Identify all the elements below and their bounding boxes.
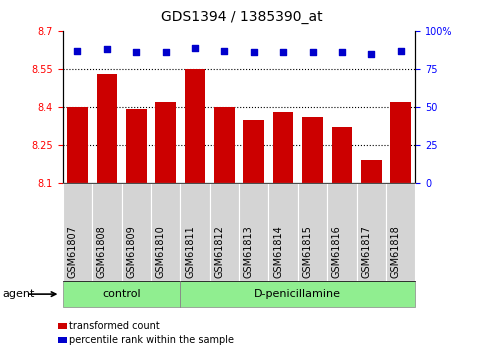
Point <box>279 50 287 55</box>
Text: agent: agent <box>2 289 35 299</box>
Text: percentile rank within the sample: percentile rank within the sample <box>69 335 234 345</box>
Point <box>221 48 228 53</box>
Point <box>162 50 170 55</box>
Point <box>309 50 316 55</box>
Text: GSM61814: GSM61814 <box>273 225 283 278</box>
Point <box>338 50 346 55</box>
Text: control: control <box>102 289 141 299</box>
Text: D-penicillamine: D-penicillamine <box>255 289 341 299</box>
Point <box>132 50 140 55</box>
Bar <box>332 127 352 183</box>
Text: GSM61807: GSM61807 <box>68 225 77 278</box>
Text: GSM61808: GSM61808 <box>97 225 107 278</box>
Point <box>368 51 375 57</box>
Bar <box>214 107 235 183</box>
Text: GDS1394 / 1385390_at: GDS1394 / 1385390_at <box>161 10 322 24</box>
Text: GSM61811: GSM61811 <box>185 225 195 278</box>
Text: GSM61812: GSM61812 <box>214 225 225 278</box>
Bar <box>243 120 264 183</box>
Bar <box>126 109 146 183</box>
Text: GSM61809: GSM61809 <box>126 225 136 278</box>
Point <box>397 48 405 53</box>
Text: GSM61813: GSM61813 <box>244 225 254 278</box>
Text: GSM61816: GSM61816 <box>332 225 342 278</box>
Point <box>191 45 199 50</box>
Bar <box>273 112 294 183</box>
Text: GSM61817: GSM61817 <box>361 225 371 278</box>
Bar <box>67 107 88 183</box>
Text: GSM61810: GSM61810 <box>156 225 166 278</box>
Point <box>73 48 81 53</box>
Text: GSM61815: GSM61815 <box>302 225 313 278</box>
Bar <box>156 102 176 183</box>
Bar <box>185 69 205 183</box>
Bar <box>361 160 382 183</box>
Bar <box>390 102 411 183</box>
Point <box>250 50 257 55</box>
Text: transformed count: transformed count <box>69 321 160 331</box>
Bar <box>97 74 117 183</box>
Point <box>103 47 111 52</box>
Bar <box>302 117 323 183</box>
Text: GSM61818: GSM61818 <box>391 225 401 278</box>
